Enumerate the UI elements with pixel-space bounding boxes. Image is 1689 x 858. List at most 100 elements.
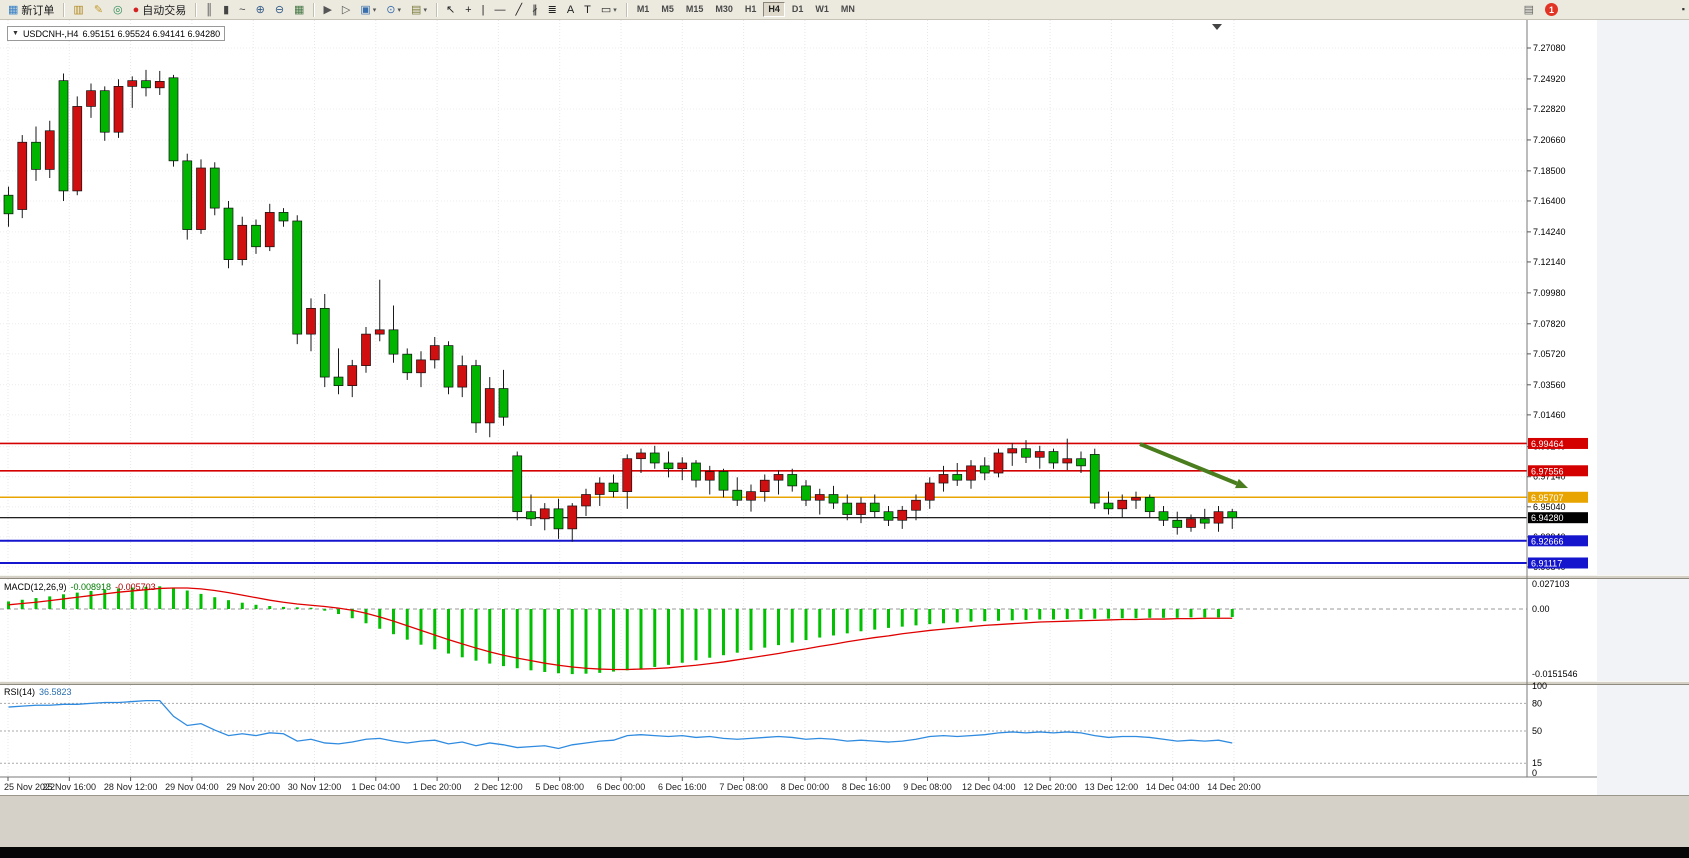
svg-text:25 Nov 16:00: 25 Nov 16:00 [43, 782, 97, 792]
chart-shift-icon: ▷ [341, 3, 351, 16]
label-icon[interactable]: T [580, 1, 595, 19]
price-badge [1528, 535, 1588, 547]
timeframe-m15[interactable]: M15 [685, 4, 704, 14]
timeframe-h1[interactable]: H1 [744, 4, 757, 14]
period-icon[interactable]: ⊙ ▾ [382, 1, 405, 19]
notification-badge[interactable]: 1 [1545, 3, 1558, 16]
status-bar [0, 795, 1689, 847]
macd-panel-label: MACD(12,26,9) -0.008918 -0.005703 [4, 582, 156, 592]
new-chart-icon: ▣ [360, 3, 371, 16]
vline-icon[interactable]: | [478, 1, 489, 19]
new-order-button: ▦ [8, 3, 19, 16]
chart-window[interactable]: 0.027103 0.00 -0.0151546 80 50 15 100 0 7.27080 7… [0, 20, 1689, 795]
timeframe-mn[interactable]: MN [840, 4, 855, 14]
crosshair-icon: + [465, 3, 472, 16]
period-icon-dropdown[interactable]: ▾ [397, 6, 402, 14]
price-badge [1528, 491, 1588, 503]
refresh-icon[interactable]: ◎ [109, 1, 127, 19]
shapes-icon[interactable]: ▭ ▾ [597, 1, 621, 19]
timeframe-w1[interactable]: W1 [815, 4, 829, 14]
price-badge [1528, 557, 1588, 569]
svg-text:6.97140: 6.97140 [1533, 472, 1566, 482]
svg-text:8 Dec 00:00: 8 Dec 00:00 [781, 782, 830, 792]
svg-text:14 Dec 04:00: 14 Dec 04:00 [1146, 782, 1200, 792]
svg-text:13 Dec 12:00: 13 Dec 12:00 [1085, 782, 1139, 792]
timeframe-m5[interactable]: M5 [661, 4, 674, 14]
new-chart-icon[interactable]: ▣ ▾ [356, 1, 380, 19]
candlestick-icon[interactable]: ▮ [219, 1, 233, 19]
chart-shift-icon[interactable]: ▷ [338, 1, 354, 19]
bar-chart-icon: ║ [205, 3, 214, 16]
svg-text:28 Nov 12:00: 28 Nov 12:00 [104, 782, 158, 792]
price-badge [1528, 465, 1588, 477]
templates-icon: ▤ [411, 3, 422, 16]
price-chart-svg[interactable]: 0.027103 0.00 -0.0151546 80 50 15 100 0 7.27080 7… [0, 20, 1689, 795]
hline-icon[interactable]: — [490, 1, 509, 19]
svg-text:80: 80 [1532, 698, 1542, 708]
svg-text:0: 0 [1532, 768, 1537, 778]
svg-text:8 Dec 16:00: 8 Dec 16:00 [842, 782, 891, 792]
cursor-icon: ↖ [445, 3, 456, 16]
timeframe-d1[interactable]: D1 [791, 4, 804, 14]
svg-text:2 Dec 12:00: 2 Dec 12:00 [474, 782, 523, 792]
svg-text:7.12140: 7.12140 [1533, 257, 1566, 267]
timeframe-m30[interactable]: M30 [715, 4, 733, 14]
fibo-icon[interactable]: ≣ [544, 1, 561, 19]
shapes-icon-dropdown[interactable]: ▾ [613, 6, 617, 14]
crosshair-icon[interactable]: + [461, 1, 475, 19]
bar-chart-icon[interactable]: ║ [201, 1, 217, 19]
new-order-button[interactable]: ▦ 新订单 [4, 1, 58, 19]
svg-text:6 Dec 00:00: 6 Dec 00:00 [597, 782, 646, 792]
printer-icon: ▤ [1523, 3, 1534, 16]
toolbar-separator [313, 2, 315, 17]
templates-icon[interactable]: ▤ ▾ [407, 1, 431, 19]
symbol-chip[interactable]: ▼ USDCNH-,H4 6.95151 6.95524 6.94141 6.9… [7, 26, 226, 41]
svg-text:7.16400: 7.16400 [1533, 196, 1566, 206]
vline-icon: | [481, 3, 485, 16]
timeframe-h4[interactable]: H4 [763, 2, 785, 17]
chart-shift-marker[interactable] [1212, 24, 1222, 30]
charts-icon[interactable]: ▥ [69, 1, 87, 19]
svg-text:6.91117: 6.91117 [1531, 558, 1562, 568]
symbol-ohlc: 6.95151 6.95524 6.94141 6.94280 [82, 28, 221, 39]
trendline-icon: ╱ [515, 3, 523, 16]
tile-windows-icon[interactable]: ▦ [290, 1, 308, 19]
toolbar-separator [625, 2, 627, 17]
svg-text:50: 50 [1532, 726, 1542, 736]
channel-icon[interactable]: ∦ [528, 1, 542, 19]
svg-text:12 Dec 20:00: 12 Dec 20:00 [1023, 782, 1077, 792]
timeframe-m1[interactable]: M1 [636, 4, 650, 14]
workspace-background [1597, 20, 1689, 795]
svg-text:6.94280: 6.94280 [1531, 513, 1564, 523]
templates-icon-dropdown[interactable]: ▾ [423, 6, 427, 14]
period-icon: ⊙ [386, 3, 396, 16]
svg-text:29 Nov 20:00: 29 Nov 20:00 [226, 782, 280, 792]
svg-text:14 Dec 20:00: 14 Dec 20:00 [1207, 782, 1261, 792]
svg-text:7.14240: 7.14240 [1533, 227, 1566, 237]
zoom-out-icon: ⊖ [274, 3, 285, 16]
auto-scroll-icon[interactable]: ▶ [319, 1, 335, 19]
svg-text:15: 15 [1532, 758, 1542, 768]
cursor-icon[interactable]: ↖ [442, 1, 459, 19]
price-badge [1528, 437, 1588, 449]
toolbar-separator [435, 2, 437, 17]
profiles-icon[interactable]: ✎ [90, 1, 107, 19]
toolbar-overflow-icon[interactable]: ▪ [1681, 4, 1685, 14]
toolbar-separator [195, 2, 197, 17]
auto-trading-button[interactable]: ● 自动交易 [129, 1, 191, 19]
auto-trading-button-label: 自动交易 [142, 4, 187, 17]
svg-text:9 Dec 08:00: 9 Dec 08:00 [903, 782, 952, 792]
line-chart-icon[interactable]: ~ [235, 1, 249, 19]
svg-text:5 Dec 08:00: 5 Dec 08:00 [535, 782, 584, 792]
symbol-dropdown-icon[interactable]: ▼ [12, 30, 19, 37]
new-chart-icon-dropdown[interactable]: ▾ [372, 6, 377, 14]
refresh-icon: ◎ [113, 3, 123, 16]
svg-text:6.97556: 6.97556 [1531, 466, 1564, 476]
printer-icon[interactable]: ▤ [1520, 1, 1538, 19]
zoom-out-icon[interactable]: ⊖ [271, 1, 288, 19]
profiles-icon: ✎ [93, 3, 104, 16]
zoom-in-icon[interactable]: ⊕ [252, 1, 269, 19]
svg-text:0.00: 0.00 [1532, 604, 1550, 614]
trendline-icon[interactable]: ╱ [511, 1, 526, 19]
text-icon[interactable]: A [563, 1, 578, 19]
